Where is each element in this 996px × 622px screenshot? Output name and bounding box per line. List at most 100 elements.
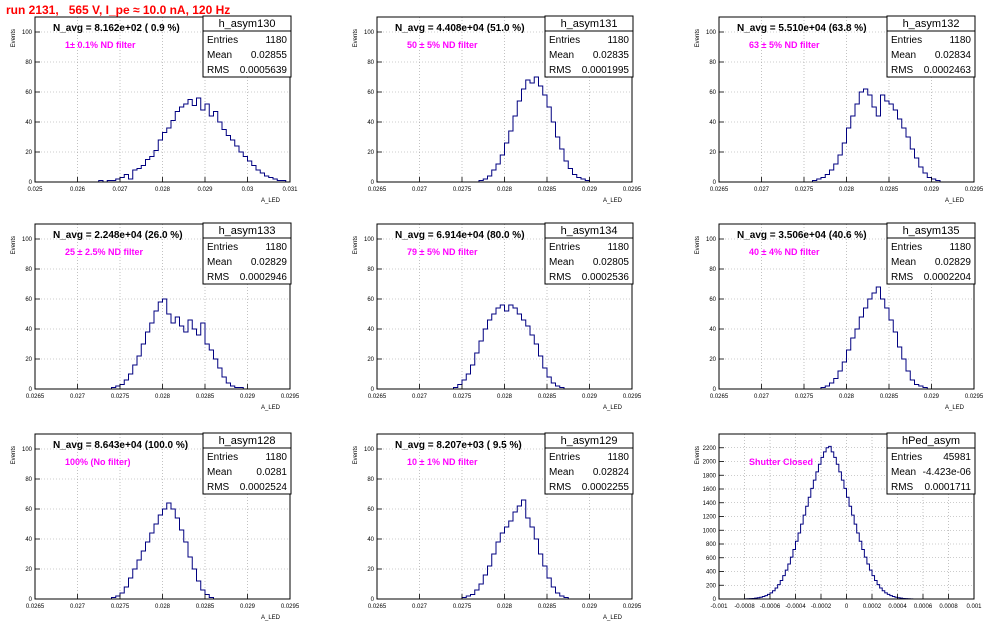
x-tick-label: 0.028 [155, 187, 171, 193]
filter-annotation: 79 ± 5% ND filter [407, 247, 478, 257]
navg-label: N_avg = 8.162e+02 ( 0.9 %) [53, 23, 180, 34]
histogram-bin [885, 101, 889, 182]
histogram-bin [573, 175, 577, 183]
stats-value: 0.0002204 [924, 272, 972, 283]
histogram-bin [188, 557, 192, 599]
x-tick-label: 0.0265 [710, 187, 729, 193]
y-tick-label: 100 [364, 30, 375, 36]
y-tick-label: 100 [22, 30, 33, 36]
histogram-bin [813, 480, 816, 599]
histogram-line [111, 502, 214, 599]
histogram-bin [547, 377, 551, 389]
x-tick-label: 0.0265 [26, 604, 45, 610]
histogram-bin [923, 173, 927, 182]
histogram-bin [505, 143, 509, 182]
histogram-bin [214, 359, 218, 389]
histogram-bin [141, 551, 145, 599]
histogram-bin [231, 140, 235, 182]
x-tick-label: 0.0295 [623, 394, 642, 400]
histogram-bin [854, 524, 857, 599]
histogram-bin [872, 107, 876, 182]
y-tick-label: 0 [713, 180, 717, 186]
x-tick-label: 0.027 [754, 187, 770, 193]
histogram-bin [902, 128, 906, 182]
histogram-bin [513, 512, 517, 599]
stats-key: Mean [549, 257, 574, 268]
histogram-bin [513, 116, 517, 182]
histogram-bin [889, 320, 893, 389]
y-axis-label: Events [695, 236, 701, 254]
histogram-bin [154, 311, 158, 389]
histogram-bin [475, 353, 479, 389]
y-tick-label: 100 [706, 237, 717, 243]
histogram-line [820, 286, 928, 389]
histogram-bin [133, 569, 137, 599]
histogram-bin [568, 169, 572, 183]
stats-value: 0.02805 [593, 257, 630, 268]
y-axis-label: Events [11, 236, 17, 254]
histogram-bin [205, 595, 209, 600]
stats-key: Mean [891, 257, 916, 268]
stats-box [202, 432, 292, 495]
y-tick-label: 100 [706, 30, 717, 36]
histogram-bin [906, 371, 910, 389]
histogram-bin [205, 344, 209, 389]
stats-key: RMS [891, 272, 914, 283]
histogram-bin [847, 350, 851, 389]
histogram-bin [539, 86, 543, 182]
histogram-bin [154, 151, 158, 183]
histogram-bin [821, 457, 824, 599]
y-tick-label: 100 [364, 447, 375, 453]
stats-value: 0.02824 [593, 467, 630, 478]
y-tick-label: 60 [367, 90, 374, 96]
histogram-bin [201, 323, 205, 389]
histogram-bin [120, 178, 124, 183]
histogram-bin [158, 140, 162, 182]
histogram-bin [269, 178, 273, 183]
navg-label: N_avg = 2.248e+04 (26.0 %) [53, 230, 183, 241]
stats-key: RMS [891, 65, 914, 76]
x-tick-label: 0.028 [839, 394, 855, 400]
y-tick-label: 1200 [703, 515, 717, 521]
histogram-bin [483, 575, 487, 599]
navg-label: N_avg = 3.506e+04 (40.6 %) [737, 230, 867, 241]
stats-key: Mean [891, 50, 916, 61]
stats-title: hPed_asym [902, 435, 960, 447]
x-tick-label: 0.0295 [965, 394, 984, 400]
x-tick-label: 0.0265 [368, 604, 387, 610]
x-tick-label: 0.0275 [111, 394, 130, 400]
histogram-bin [830, 170, 834, 182]
stats-key: RMS [207, 65, 230, 76]
histogram-bin [808, 497, 811, 599]
histogram-bin [902, 359, 906, 389]
stats-value: 1180 [607, 452, 629, 463]
stats-value: 0.0002536 [582, 272, 630, 283]
stats-key: Entries [549, 35, 580, 46]
stats-value: 0.0002946 [240, 272, 288, 283]
stats-key: Entries [207, 242, 238, 253]
histogram-bin [551, 587, 555, 599]
y-tick-label: 80 [25, 267, 32, 273]
filter-annotation: 10 ± 1% ND filter [407, 457, 478, 467]
histogram-bin [475, 590, 479, 599]
histogram-bin [803, 515, 806, 599]
histogram-bin [556, 137, 560, 182]
histogram-bin [852, 515, 855, 599]
histogram-bin [881, 299, 885, 389]
histogram-bin [530, 527, 534, 599]
histogram-bin [184, 104, 188, 182]
histogram-bin [201, 590, 205, 599]
x-tick-label: 0.0285 [880, 394, 899, 400]
stats-box [544, 432, 634, 495]
stats-title: h_asym129 [561, 435, 618, 447]
y-tick-label: 1800 [703, 473, 717, 479]
histogram-bin [839, 472, 842, 599]
histogram-bin [137, 169, 141, 183]
x-tick-label: 0.027 [112, 187, 128, 193]
y-tick-label: 60 [25, 297, 32, 303]
x-tick-label: -0.0004 [785, 604, 806, 610]
histogram-bin [243, 157, 247, 183]
y-axis-label: Events [11, 446, 17, 464]
stats-value: 0.02855 [251, 50, 288, 61]
x-tick-label: 0.028 [155, 394, 171, 400]
